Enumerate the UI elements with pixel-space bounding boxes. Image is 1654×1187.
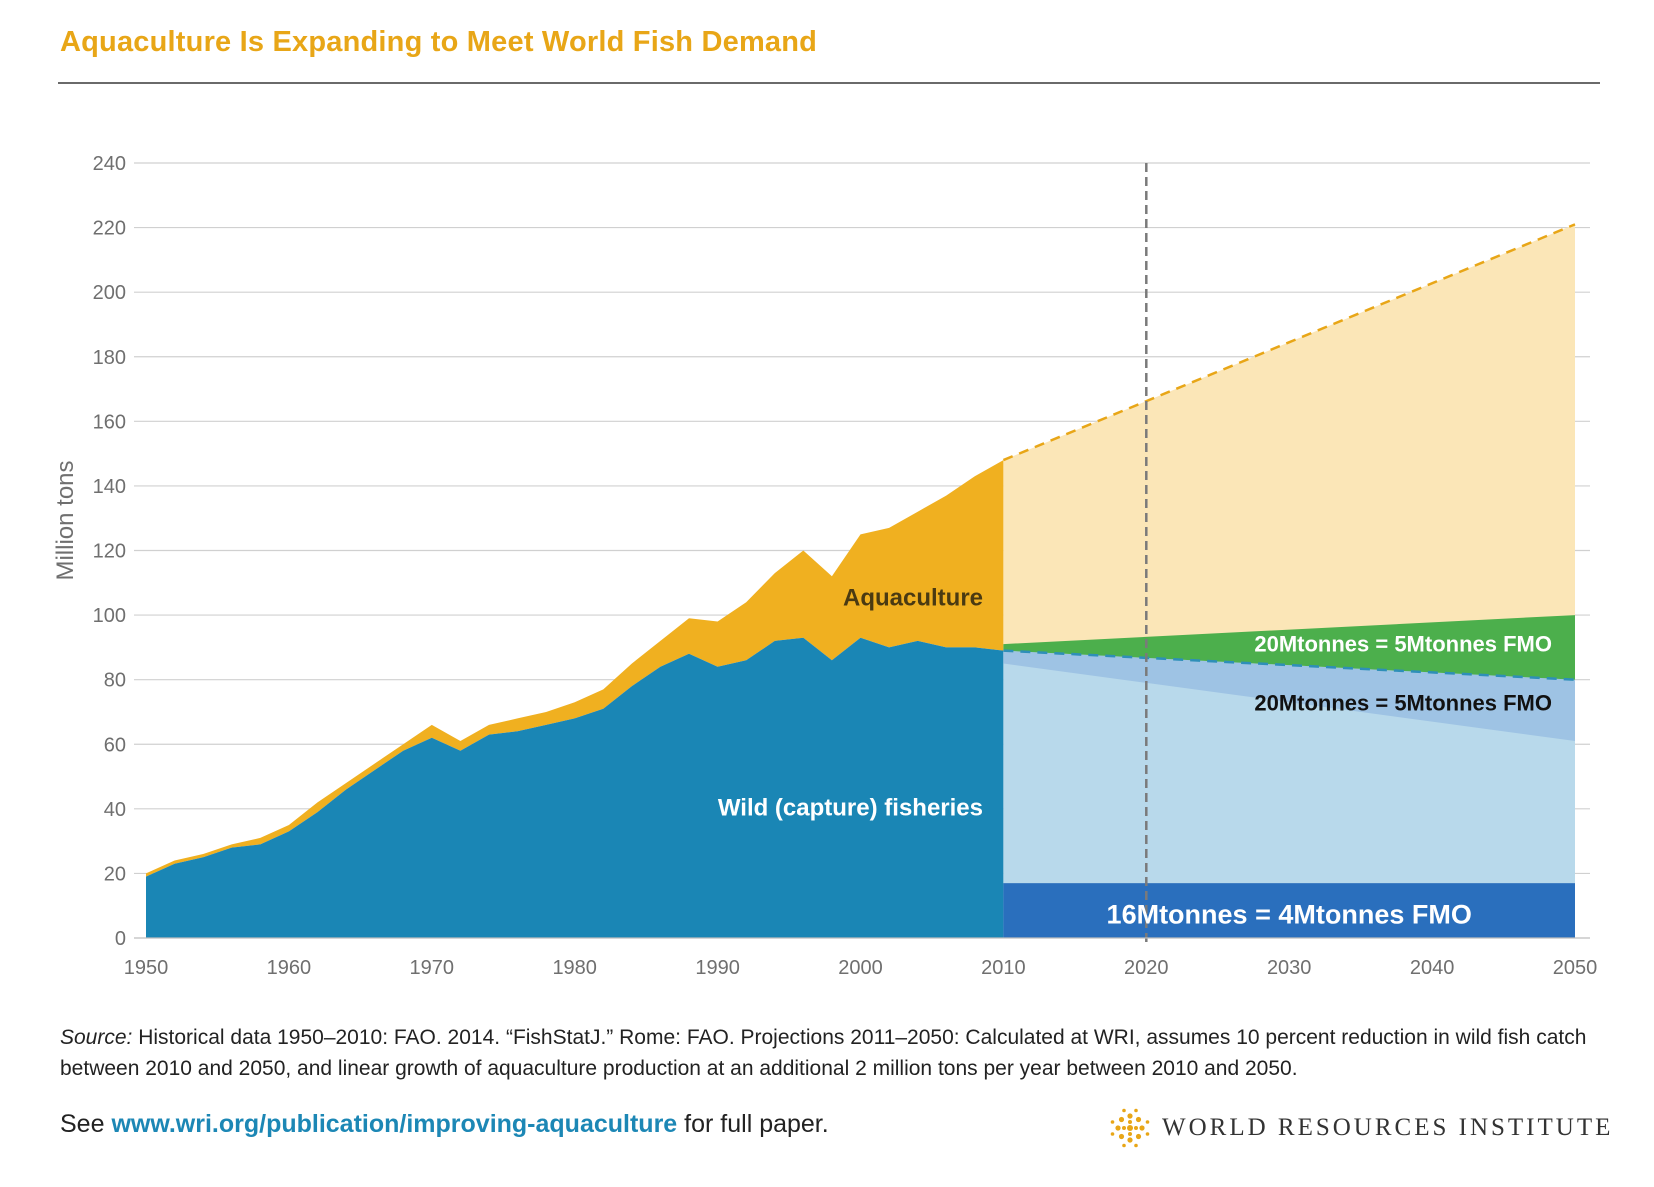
x-tick-label-1990: 1990 xyxy=(695,957,740,979)
see-prefix: See xyxy=(60,1110,112,1138)
y-tick-label-160: 160 xyxy=(93,411,126,433)
x-tick-label-2000: 2000 xyxy=(838,957,883,979)
y-tick-label-0: 0 xyxy=(115,928,126,950)
wild-historical-area xyxy=(146,637,1004,938)
wild-projection-line xyxy=(1003,649,1576,681)
y-axis-label: Million tons xyxy=(52,460,79,580)
data-areas xyxy=(146,163,1576,946)
y-tick-label-180: 180 xyxy=(93,347,126,369)
y-tick-label-240: 240 xyxy=(93,153,126,175)
source-label: Source: xyxy=(60,1026,133,1049)
x-tick-label-1950: 1950 xyxy=(124,957,169,979)
see-suffix: for full paper. xyxy=(677,1110,829,1138)
x-tick-label-1970: 1970 xyxy=(410,957,455,979)
wild-label: Wild (capture) fisheries xyxy=(718,794,983,821)
source-text: Historical data 1950–2010: FAO. 2014. “F… xyxy=(60,1026,1587,1080)
wri-branding: WORLD RESOURCES INSTITUTE xyxy=(1110,1108,1613,1148)
aquaculture-projection-area xyxy=(1003,224,1575,680)
y-tick-label-220: 220 xyxy=(93,218,126,240)
chart-labels: Aquaculture Wild (capture) fisheries 20Mto… xyxy=(718,584,1552,929)
y-tick-label-120: 120 xyxy=(93,541,126,563)
aquaculture-historical-area xyxy=(146,460,1004,877)
x-tick-label-1960: 1960 xyxy=(267,957,312,979)
x-tick-label-2050: 2050 xyxy=(1553,957,1598,979)
x-tick-label-1980: 1980 xyxy=(552,957,597,979)
x-tick-label-2020: 2020 xyxy=(1124,957,1169,979)
y-tick-label-80: 80 xyxy=(104,670,126,692)
x-tick-label-2040: 2040 xyxy=(1410,957,1455,979)
x-tick-label-2030: 2030 xyxy=(1267,957,1312,979)
mid-band-label: 20Mtonnes = 5Mtonnes FMO xyxy=(1254,690,1552,715)
y-tick-label-140: 140 xyxy=(93,476,126,498)
aquaculture-label: Aquaculture xyxy=(843,584,983,611)
see-line: See www.wri.org/publication/improving-aq… xyxy=(60,1110,829,1139)
title-divider xyxy=(58,82,1600,84)
wri-logo-icon xyxy=(1110,1108,1150,1148)
x-tick-label-2010: 2010 xyxy=(981,957,1026,979)
y-tick-label-100: 100 xyxy=(93,605,126,627)
chart-title: Aquaculture Is Expanding to Meet World F… xyxy=(60,26,818,58)
bottom-band-label: 16Mtonnes = 4Mtonnes FMO xyxy=(1107,899,1472,929)
green-band-area xyxy=(1003,615,1575,680)
y-tick-label-20: 20 xyxy=(104,863,126,885)
paper-link[interactable]: www.wri.org/publication/improving-aquacu… xyxy=(111,1110,678,1138)
y-tick-label-40: 40 xyxy=(104,799,126,821)
green-band-label: 20Mtonnes = 5Mtonnes FMO xyxy=(1254,631,1552,656)
wri-name: WORLD RESOURCES INSTITUTE xyxy=(1162,1114,1614,1141)
y-tick-label-200: 200 xyxy=(93,282,126,304)
total-projection-line xyxy=(1002,223,1576,462)
y-tick-label-60: 60 xyxy=(104,734,126,756)
source-note: Source: Historical data 1950–2010: FAO. … xyxy=(60,1022,1620,1084)
